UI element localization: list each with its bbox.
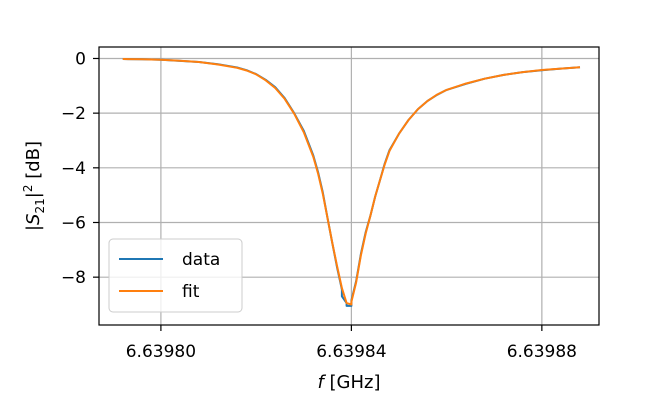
y-tick-label: −8 [61, 268, 86, 288]
x-tick-label: 6.63988 [507, 342, 577, 362]
grid-layer [99, 47, 599, 325]
legend-box [108, 238, 243, 313]
y-tick-label: −6 [61, 213, 86, 233]
y-axis-label: |S21|2 [dB] [21, 141, 47, 231]
x-tick-label: 6.63980 [126, 342, 196, 362]
legend-label-fit: fit [182, 282, 200, 302]
y-tick-label: 0 [75, 49, 86, 69]
x-tick-label: 6.63984 [316, 342, 386, 362]
y-tick-label: −4 [61, 159, 86, 179]
plot-frame [98, 46, 600, 326]
y-tick-label: −2 [61, 104, 86, 124]
series-layer [122, 58, 581, 307]
legend-label-data: data [182, 250, 220, 270]
tick-layer: 6.63980 6.63984 6.63988 0 −2 −4 −6 −8 [61, 49, 577, 362]
legend: data fit [108, 238, 243, 313]
x-axis-label: f [GHz] [317, 372, 380, 393]
series-line-fit [122, 58, 581, 306]
